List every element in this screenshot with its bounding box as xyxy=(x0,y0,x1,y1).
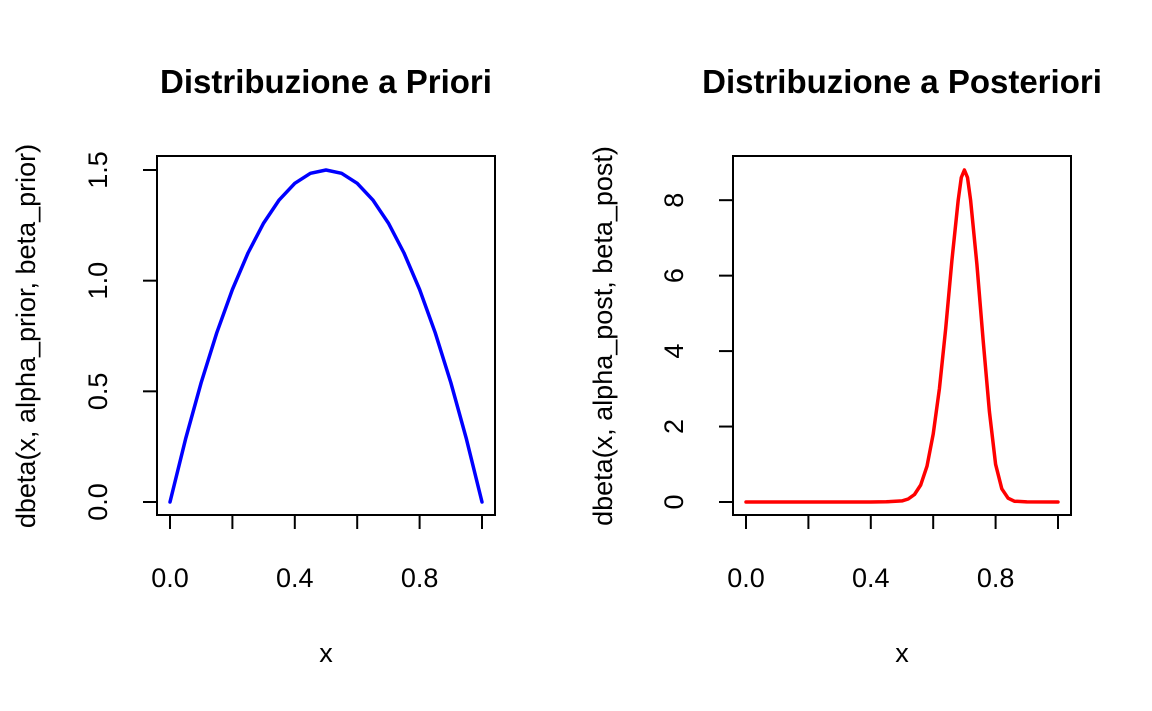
y-tick-label: 0.0 xyxy=(83,483,113,521)
y-axis-label: dbeta(x, alpha_post, beta_post) xyxy=(588,146,618,526)
x-axis-label: x xyxy=(319,638,333,668)
chart-prior: Distribuzione a Priori 0.0 0.4 0.8 0.0 0.5 1.0… xyxy=(11,63,496,668)
chart-posterior: Distribuzione a Posteriori 0.0 0.4 0.8 0 2 4 6 8… xyxy=(588,63,1102,668)
chart-title: Distribuzione a Posteriori xyxy=(702,63,1102,100)
x-tick-label: 0.4 xyxy=(852,563,890,593)
y-tick-label: 0.5 xyxy=(83,373,113,411)
chart-title: Distribuzione a Priori xyxy=(160,63,492,100)
y-tick-label: 4 xyxy=(659,344,689,359)
y-tick-label: 6 xyxy=(659,268,689,283)
y-axis-label: dbeta(x, alpha_prior, beta_prior) xyxy=(11,144,41,528)
y-tick-label: 1.5 xyxy=(83,151,113,189)
x-tick-label: 0.0 xyxy=(727,563,765,593)
y-tick-label: 2 xyxy=(659,419,689,434)
x-tick-label: 0.4 xyxy=(276,563,314,593)
y-tick-label: 1.0 xyxy=(83,262,113,300)
x-tick-label: 0.8 xyxy=(977,563,1015,593)
x-axis-label: x xyxy=(895,638,909,668)
x-tick-label: 0.0 xyxy=(151,563,189,593)
plot-frame xyxy=(732,155,1072,516)
plot-frame xyxy=(156,155,496,516)
y-tick-label: 0 xyxy=(659,494,689,509)
series-line-0 xyxy=(744,168,1060,504)
x-tick-label: 0.8 xyxy=(401,563,439,593)
y-tick-label: 8 xyxy=(659,193,689,208)
series-line-0 xyxy=(168,168,484,504)
